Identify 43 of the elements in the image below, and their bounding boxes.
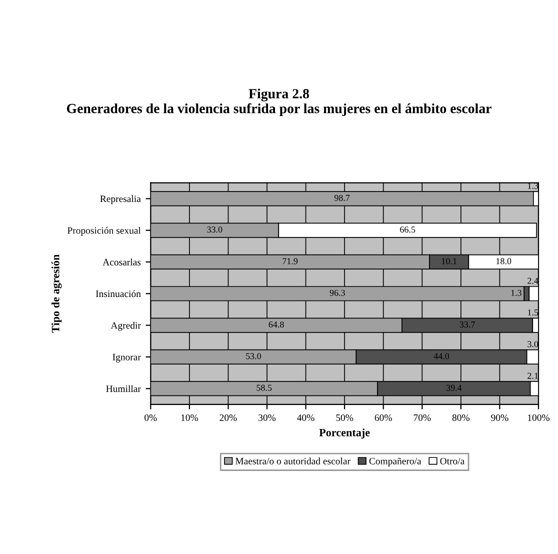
data-label: 33.0 (207, 226, 222, 233)
data-label: 64.8 (268, 321, 284, 328)
data-label: 33.7 (460, 321, 475, 328)
data-label: 1.3 (528, 182, 538, 189)
x-tick-label: 70% (414, 414, 431, 422)
data-label: 1.5 (528, 309, 538, 316)
x-tick-label: 80% (452, 414, 470, 422)
x-tick-label: 10% (181, 414, 198, 422)
x-tick-label: 60% (374, 414, 392, 422)
legend-label: Maestra/o o autoridad escolar (235, 458, 350, 464)
data-label: 53.0 (246, 353, 261, 360)
data-label: 98.7 (334, 194, 350, 201)
data-label: 18.0 (496, 258, 512, 264)
data-label: 39.4 (446, 384, 462, 391)
x-axis-title: Porcentaje (319, 428, 370, 439)
data-label: 2.4 (528, 278, 538, 284)
data-label: 58.5 (256, 384, 272, 391)
y-tick-label: Ignorar (112, 354, 141, 362)
y-tick-label: Agredir (110, 322, 141, 331)
legend-label: Otro/a (440, 458, 464, 464)
y-tick-label: Humillar (106, 385, 141, 392)
data-label: 10.1 (442, 258, 456, 264)
x-tick-label: 50% (336, 414, 354, 422)
data-label: 96.3 (330, 290, 345, 296)
data-label: 1.3 (511, 290, 522, 296)
data-label: 71.9 (282, 258, 298, 264)
y-tick-label: Acosarlas (102, 258, 141, 266)
data-label: 3.0 (528, 341, 538, 348)
y-axis-title: Tipo de agresión (51, 254, 62, 333)
data-label: 66.5 (400, 226, 416, 233)
x-tick-label: 0% (144, 414, 157, 422)
x-tick-label: 100% (528, 414, 550, 422)
data-label: 2.1 (528, 372, 538, 379)
y-tick-label: Insinuación (96, 290, 141, 298)
x-tick-label: 20% (220, 414, 237, 422)
chart-title: Figura 2.8 Generadores de la violencia sufrida por las mujeres en el ámbito escolar (66, 88, 492, 116)
y-tick-label: Proposición sexual (67, 226, 141, 236)
legend-label: Compañero/a (369, 458, 422, 466)
data-label: 44.0 (434, 353, 450, 360)
x-tick-label: 40% (297, 414, 314, 422)
x-tick-label: 30% (258, 414, 276, 422)
x-tick-label: 90% (491, 414, 508, 422)
y-tick-label: Represalia (100, 195, 141, 204)
